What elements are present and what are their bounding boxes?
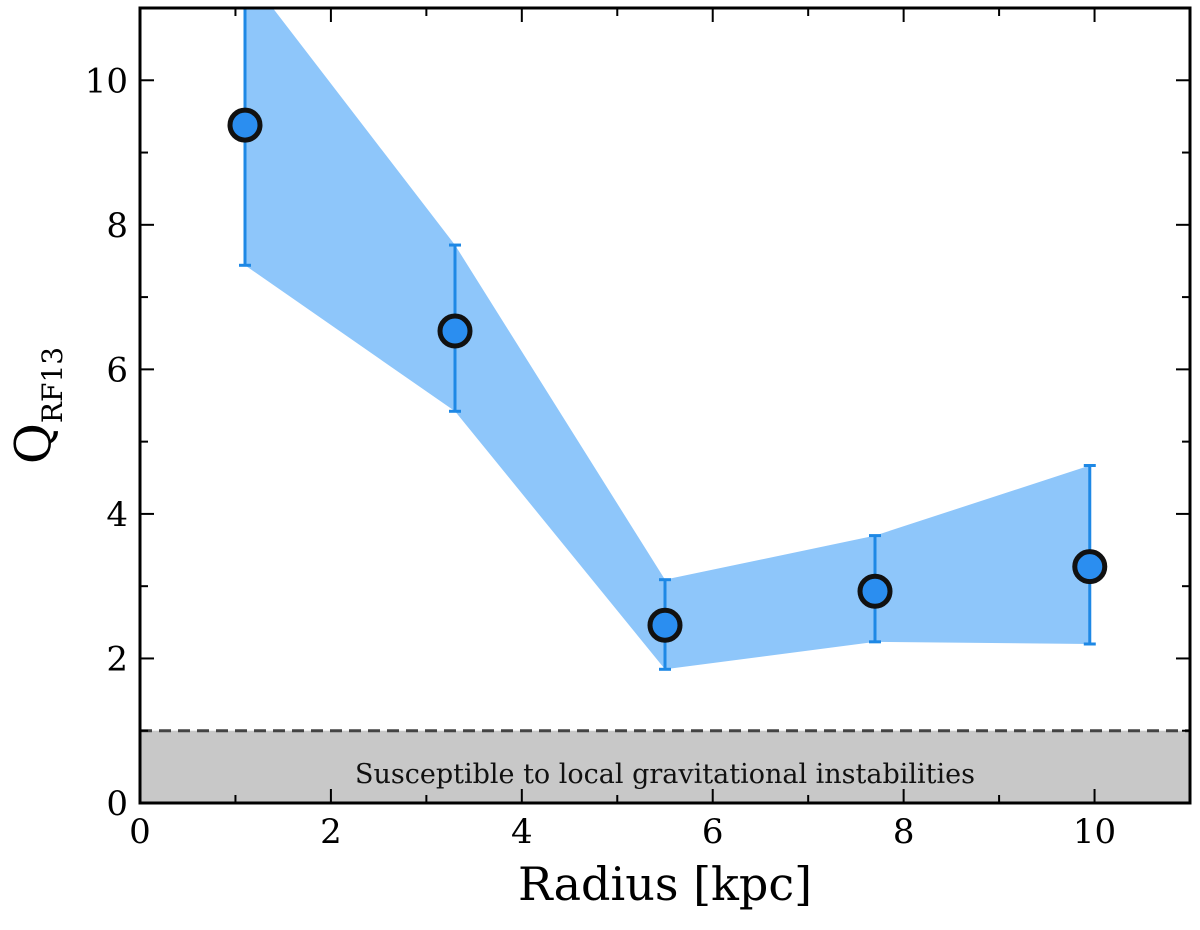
data-point <box>227 107 263 143</box>
x-tick-label: 4 <box>511 812 533 852</box>
x-axis-label: Radius [kpc] <box>518 857 812 911</box>
axes-frame <box>138 6 1192 805</box>
y-tick-label: 8 <box>106 206 128 246</box>
unstable-region <box>140 730 1190 803</box>
x-tick-label: 2 <box>320 812 342 852</box>
x-tick-label: 0 <box>129 812 151 852</box>
y-tick-label: 6 <box>106 350 128 390</box>
x-tick-label: 8 <box>893 812 915 852</box>
threshold-label: Susceptible to local gravitational insta… <box>355 759 975 790</box>
y-tick-label: 2 <box>106 639 128 679</box>
y-axis-label: QRF13 <box>4 347 69 464</box>
data-point <box>647 607 683 643</box>
y-tick-label: 0 <box>106 784 128 824</box>
data-point <box>857 573 893 609</box>
y-tick-label: 10 <box>85 61 128 101</box>
tick-layer: 0 2 4 6 8 10 0 2 4 6 8 10 <box>85 8 1190 852</box>
x-tick-label: 10 <box>1073 812 1116 852</box>
axes-frame-layer <box>138 6 1192 805</box>
y-axis-label-main: Q <box>4 423 62 464</box>
data-point <box>437 313 473 349</box>
x-tick-label: 6 <box>702 812 724 852</box>
unstable-region-layer <box>140 730 1190 803</box>
y-tick-label: 4 <box>106 495 128 535</box>
data-point-layer <box>227 107 1108 643</box>
y-axis-label-subscript: RF13 <box>36 347 69 423</box>
uncertainty-band-layer <box>245 8 1090 670</box>
data-point <box>1072 549 1108 585</box>
axis-label-layer: Radius [kpc] QRF13 Susceptible to local … <box>4 347 975 911</box>
uncertainty-band <box>245 8 1090 670</box>
